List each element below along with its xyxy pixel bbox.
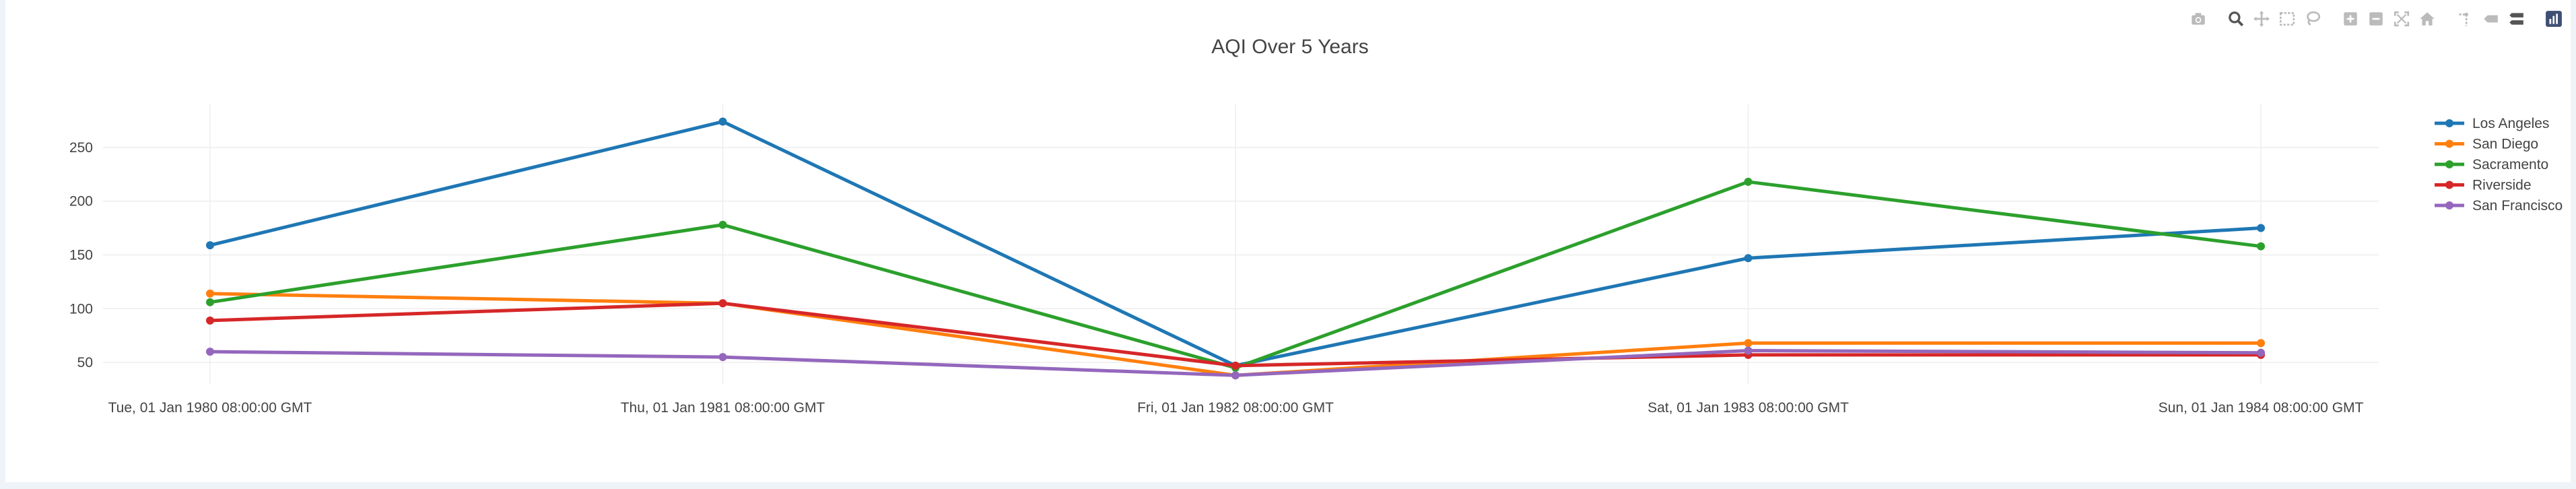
hover-compare-icon[interactable]	[2505, 7, 2528, 30]
legend-item[interactable]: Riverside	[2435, 178, 2532, 193]
legend-swatch-marker	[2445, 160, 2453, 168]
series-san-francisco	[206, 346, 2265, 380]
lasso-icon[interactable]	[2301, 7, 2324, 30]
y-tick-label: 150	[69, 247, 93, 263]
y-tick-label: 250	[69, 140, 93, 156]
x-tick-label: Thu, 01 Jan 1981 08:00:00 GMT	[621, 400, 825, 416]
data-point[interactable]	[2257, 224, 2265, 232]
data-point[interactable]	[206, 241, 214, 250]
legend-item[interactable]: Sacramento	[2435, 157, 2548, 172]
data-point[interactable]	[206, 348, 214, 356]
line-chart: AQI Over 5 Years 50 100 150 200 250 Tue, 01 …	[69, 36, 2563, 416]
zoom-out-icon[interactable]	[2365, 7, 2387, 30]
legend[interactable]: Los Angeles San Diego Sacramento Riverside S…	[2435, 116, 2563, 214]
legend-swatch-marker	[2445, 139, 2453, 148]
home-icon[interactable]	[2416, 7, 2439, 30]
data-point[interactable]	[1744, 254, 1753, 263]
autoscale-icon[interactable]	[2390, 7, 2413, 30]
spike-lines-icon[interactable]	[2453, 7, 2476, 30]
data-point[interactable]	[206, 289, 214, 298]
chart-title: AQI Over 5 Years	[1211, 36, 1368, 58]
data-point[interactable]	[1744, 177, 1753, 186]
legend-item[interactable]: San Francisco	[2435, 198, 2563, 214]
legend-swatch-marker	[2445, 201, 2453, 209]
data-point[interactable]	[2257, 348, 2265, 357]
data-point[interactable]	[206, 316, 214, 325]
legend-label: Los Angeles	[2472, 116, 2549, 131]
pan-icon[interactable]	[2250, 7, 2273, 30]
legend-item[interactable]: Los Angeles	[2435, 116, 2549, 131]
grid	[103, 104, 2379, 384]
legend-label: Sacramento	[2472, 157, 2548, 172]
x-tick-label: Tue, 01 Jan 1980 08:00:00 GMT	[108, 400, 312, 416]
legend-swatch-marker	[2445, 181, 2453, 189]
y-tick-label: 200	[69, 194, 93, 209]
series	[206, 117, 2265, 380]
x-tick-label: Sat, 01 Jan 1983 08:00:00 GMT	[1648, 400, 1849, 416]
hover-closest-icon[interactable]	[2479, 7, 2502, 30]
camera-icon[interactable]	[2187, 7, 2210, 30]
box-select-icon[interactable]	[2276, 7, 2299, 30]
data-point[interactable]	[1231, 361, 1240, 370]
x-axis: Tue, 01 Jan 1980 08:00:00 GMT Thu, 01 Jan…	[108, 400, 2364, 416]
legend-label: San Francisco	[2472, 198, 2563, 214]
x-tick-label: Sun, 01 Jan 1984 08:00:00 GMT	[2159, 400, 2364, 416]
data-point[interactable]	[718, 220, 727, 229]
data-point[interactable]	[1744, 346, 1753, 355]
legend-swatch-marker	[2445, 119, 2453, 127]
y-tick-label: 50	[77, 355, 93, 370]
legend-label: San Diego	[2472, 137, 2538, 152]
data-point[interactable]	[1744, 339, 1753, 348]
data-point[interactable]	[2257, 339, 2265, 348]
x-tick-label: Fri, 01 Jan 1982 08:00:00 GMT	[1137, 400, 1334, 416]
data-point[interactable]	[2257, 242, 2265, 251]
data-point[interactable]	[718, 299, 727, 308]
modebar	[2187, 5, 2565, 32]
data-point[interactable]	[206, 298, 214, 306]
data-point[interactable]	[718, 353, 727, 362]
plot-container: AQI Over 5 Years 50 100 150 200 250 Tue, 01 …	[5, 0, 2571, 482]
zoom-icon[interactable]	[2225, 7, 2247, 30]
legend-item[interactable]: San Diego	[2435, 137, 2538, 152]
y-axis: 50 100 150 200 250	[69, 140, 93, 370]
legend-label: Riverside	[2472, 178, 2532, 193]
plotly-logo-icon[interactable]	[2542, 7, 2565, 30]
data-point[interactable]	[718, 117, 727, 126]
zoom-in-icon[interactable]	[2339, 7, 2362, 30]
data-point[interactable]	[1231, 371, 1240, 380]
y-tick-label: 100	[69, 301, 93, 317]
